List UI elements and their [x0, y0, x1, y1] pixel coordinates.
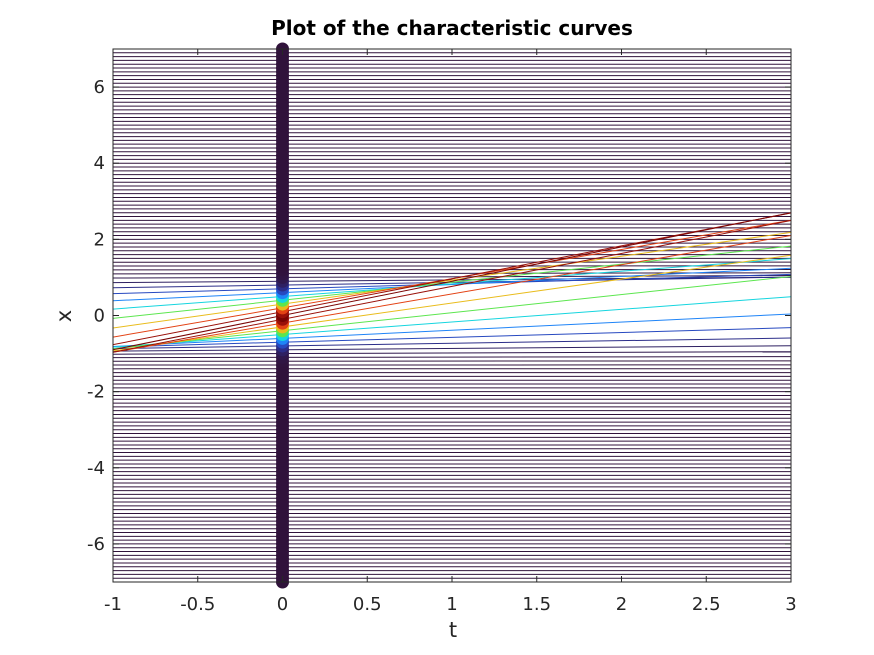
y-tick-label: 2 [94, 229, 105, 250]
x-tick-label: -0.5 [180, 594, 215, 615]
x-tick-label: 3 [785, 594, 796, 615]
y-tick-label: 0 [94, 306, 105, 327]
characteristic-line [113, 212, 791, 351]
characteristic-line [113, 276, 791, 350]
chart-title: Plot of the characteristic curves [271, 16, 633, 40]
initial-markers [276, 42, 289, 589]
x-tick-label: 1.5 [522, 594, 551, 615]
characteristic-line [113, 275, 791, 279]
characteristic-line [113, 313, 791, 347]
characteristic-line [113, 258, 791, 310]
x-tick-label: 0.5 [353, 594, 382, 615]
characteristic-line [113, 351, 791, 355]
y-axis-ticks: -6 -4 -2 0 2 4 6 [87, 77, 791, 555]
characteristic-line [113, 272, 791, 275]
characteristic-line [113, 235, 791, 353]
y-tick-label: -4 [87, 458, 105, 479]
characteristic-line [113, 231, 791, 329]
characteristic-line [113, 245, 791, 319]
characteristic-lines [113, 49, 791, 582]
x-tick-label: 2 [616, 594, 627, 615]
y-tick-label: -2 [87, 382, 105, 403]
x-tick-label: 2.5 [692, 594, 721, 615]
x-axis-label: t [448, 618, 458, 642]
characteristic-line [113, 267, 791, 302]
x-axis-ticks: -1 -0.5 0 0.5 1 1.5 2 2.5 3 [104, 49, 797, 615]
characteristic-line [113, 254, 791, 352]
characteristic-line [113, 220, 791, 353]
x-tick-label: -1 [104, 594, 122, 615]
characteristic-line [113, 345, 791, 352]
y-tick-label: -6 [87, 534, 105, 555]
characteristic-line [113, 296, 791, 348]
characteristic-line [113, 356, 791, 359]
y-tick-label: 4 [94, 153, 105, 174]
x-tick-label: 1 [446, 594, 457, 615]
y-tick-label: 6 [94, 77, 105, 98]
x-tick-label: 0 [277, 594, 288, 615]
characteristic-line [113, 337, 791, 350]
characteristic-line [113, 327, 791, 348]
y-axis-label: x [52, 309, 76, 323]
characteristic-line [113, 212, 791, 346]
